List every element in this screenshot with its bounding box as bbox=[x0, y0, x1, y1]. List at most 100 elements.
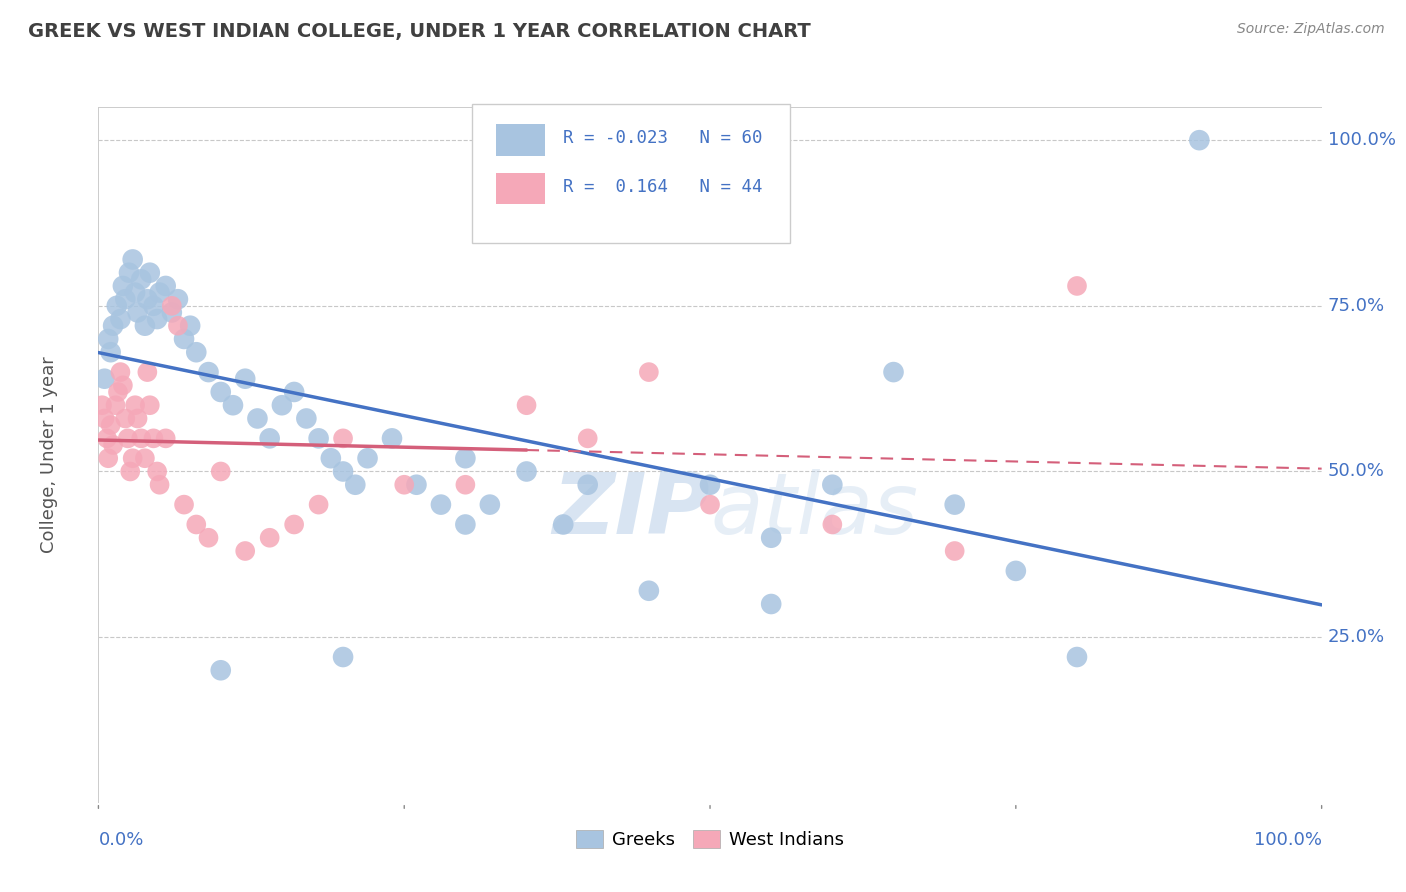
Text: 100.0%: 100.0% bbox=[1254, 830, 1322, 848]
Text: R =  0.164   N = 44: R = 0.164 N = 44 bbox=[564, 178, 762, 196]
Point bbox=[139, 398, 162, 412]
Point bbox=[136, 292, 159, 306]
FancyBboxPatch shape bbox=[471, 103, 790, 243]
Point bbox=[405, 477, 427, 491]
Point bbox=[233, 544, 256, 558]
Text: 50.0%: 50.0% bbox=[1327, 462, 1385, 481]
Point bbox=[197, 365, 219, 379]
Point bbox=[160, 299, 183, 313]
Point bbox=[283, 384, 305, 399]
Point bbox=[259, 531, 281, 545]
Point bbox=[197, 531, 219, 545]
Text: 100.0%: 100.0% bbox=[1327, 131, 1396, 149]
Point bbox=[97, 451, 120, 466]
Point bbox=[173, 332, 195, 346]
Point bbox=[308, 431, 330, 445]
Point bbox=[100, 345, 122, 359]
Point bbox=[478, 498, 501, 512]
Point bbox=[121, 451, 143, 466]
Point bbox=[104, 398, 127, 412]
Point bbox=[149, 477, 172, 491]
Point bbox=[430, 498, 453, 512]
Point bbox=[515, 465, 537, 479]
Point bbox=[101, 318, 124, 333]
Point bbox=[117, 431, 139, 445]
Point bbox=[139, 266, 162, 280]
Point bbox=[637, 365, 661, 379]
Point bbox=[392, 477, 416, 491]
Point bbox=[222, 398, 245, 412]
Point bbox=[134, 318, 156, 333]
Bar bbox=[496, 173, 546, 204]
Text: 25.0%: 25.0% bbox=[1327, 628, 1385, 646]
Point bbox=[118, 266, 141, 280]
Point bbox=[110, 365, 132, 379]
Point bbox=[111, 378, 134, 392]
Point bbox=[454, 451, 477, 466]
Point bbox=[332, 465, 354, 479]
Point bbox=[1066, 279, 1088, 293]
Point bbox=[1188, 133, 1211, 147]
Text: ZIP: ZIP bbox=[553, 469, 710, 552]
Point bbox=[308, 498, 330, 512]
Point bbox=[146, 312, 169, 326]
Point bbox=[111, 279, 134, 293]
Point bbox=[114, 292, 136, 306]
Point bbox=[173, 498, 195, 512]
Point bbox=[142, 431, 165, 445]
Point bbox=[209, 465, 232, 479]
Point bbox=[283, 517, 305, 532]
Point bbox=[381, 431, 404, 445]
Point bbox=[155, 431, 177, 445]
Point bbox=[259, 431, 281, 445]
Point bbox=[124, 398, 146, 412]
Point bbox=[129, 431, 152, 445]
Text: 0.0%: 0.0% bbox=[98, 830, 143, 848]
Point bbox=[943, 498, 966, 512]
Point bbox=[160, 305, 183, 319]
Point bbox=[761, 531, 783, 545]
Point bbox=[100, 418, 122, 433]
Point bbox=[943, 544, 966, 558]
Text: Source: ZipAtlas.com: Source: ZipAtlas.com bbox=[1237, 22, 1385, 37]
Point bbox=[761, 597, 783, 611]
Point bbox=[699, 477, 721, 491]
Point bbox=[186, 517, 208, 532]
Bar bbox=[496, 124, 546, 156]
Text: 75.0%: 75.0% bbox=[1327, 297, 1385, 315]
Point bbox=[295, 411, 318, 425]
Point bbox=[1066, 650, 1088, 665]
Point bbox=[821, 517, 844, 532]
Point bbox=[167, 318, 190, 333]
Point bbox=[179, 318, 201, 333]
Point bbox=[114, 411, 136, 425]
Point bbox=[454, 477, 477, 491]
Point bbox=[454, 517, 477, 532]
Point bbox=[883, 365, 905, 379]
Text: College, Under 1 year: College, Under 1 year bbox=[41, 357, 59, 553]
Point bbox=[699, 498, 721, 512]
Point bbox=[319, 451, 342, 466]
Point bbox=[186, 345, 208, 359]
Point bbox=[209, 384, 232, 399]
Point bbox=[146, 465, 169, 479]
Point bbox=[149, 285, 172, 300]
Point bbox=[332, 431, 354, 445]
Point bbox=[97, 332, 120, 346]
Point bbox=[637, 583, 661, 598]
Point bbox=[107, 384, 129, 399]
Point bbox=[101, 438, 124, 452]
Point bbox=[167, 292, 190, 306]
Point bbox=[142, 299, 165, 313]
Point bbox=[821, 477, 844, 491]
Point bbox=[136, 365, 159, 379]
Point bbox=[124, 285, 146, 300]
Point bbox=[233, 372, 256, 386]
Point bbox=[344, 477, 367, 491]
Point bbox=[553, 517, 575, 532]
Point bbox=[127, 411, 149, 425]
Point bbox=[105, 299, 128, 313]
Point bbox=[134, 451, 156, 466]
Point bbox=[120, 465, 142, 479]
Point bbox=[246, 411, 269, 425]
